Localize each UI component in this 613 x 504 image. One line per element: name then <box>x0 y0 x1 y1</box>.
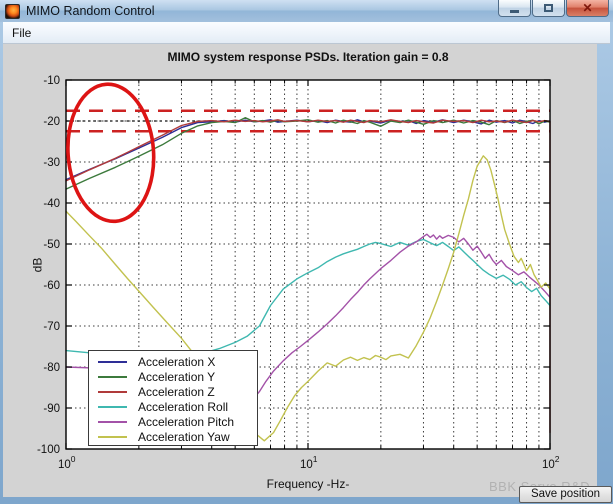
legend-label: Acceleration Pitch <box>138 414 235 429</box>
legend-item: Acceleration X <box>89 354 257 369</box>
legend-item: Acceleration Z <box>89 384 257 399</box>
legend-label: Acceleration X <box>138 354 216 369</box>
plot-title: MIMO system response PSDs. Iteration gai… <box>167 50 449 64</box>
legend-box[interactable]: Acceleration X Acceleration Y Acceleration… <box>88 350 258 446</box>
legend-item: Acceleration Roll <box>89 399 257 414</box>
legend-item: Acceleration Y <box>89 369 257 384</box>
legend-line-sample <box>98 375 127 378</box>
x-axis-label: Frequency -Hz- <box>266 477 350 491</box>
minimize-button[interactable] <box>498 0 531 17</box>
legend-label: Acceleration Y <box>138 369 216 384</box>
legend-line-sample <box>98 390 127 393</box>
window-title: MIMO Random Control <box>26 4 155 18</box>
matlab-figure-icon <box>5 3 20 19</box>
menu-file[interactable]: File <box>12 26 32 40</box>
legend-label: Acceleration Yaw <box>138 429 230 444</box>
menu-bar: File <box>3 22 610 44</box>
legend-label: Acceleration Roll <box>138 399 229 414</box>
y-axis-label: dB <box>30 257 45 273</box>
legend-line-sample <box>98 405 127 408</box>
legend-line-sample <box>98 360 127 363</box>
window-controls: ✕ <box>497 0 609 17</box>
legend-line-sample <box>98 435 127 438</box>
legend-item: Acceleration Yaw <box>89 429 257 444</box>
maximize-button[interactable] <box>532 0 565 17</box>
close-icon: ✕ <box>582 1 593 15</box>
close-button[interactable]: ✕ <box>566 0 609 17</box>
title-bar[interactable]: MIMO Random Control ✕ <box>0 0 613 22</box>
maximize-icon <box>544 4 553 12</box>
legend-item: Acceleration Pitch <box>89 414 257 429</box>
minimize-icon <box>510 9 519 13</box>
legend-label: Acceleration Z <box>138 384 215 399</box>
save-position-button[interactable]: Save position <box>519 486 612 503</box>
legend-line-sample <box>98 420 127 423</box>
